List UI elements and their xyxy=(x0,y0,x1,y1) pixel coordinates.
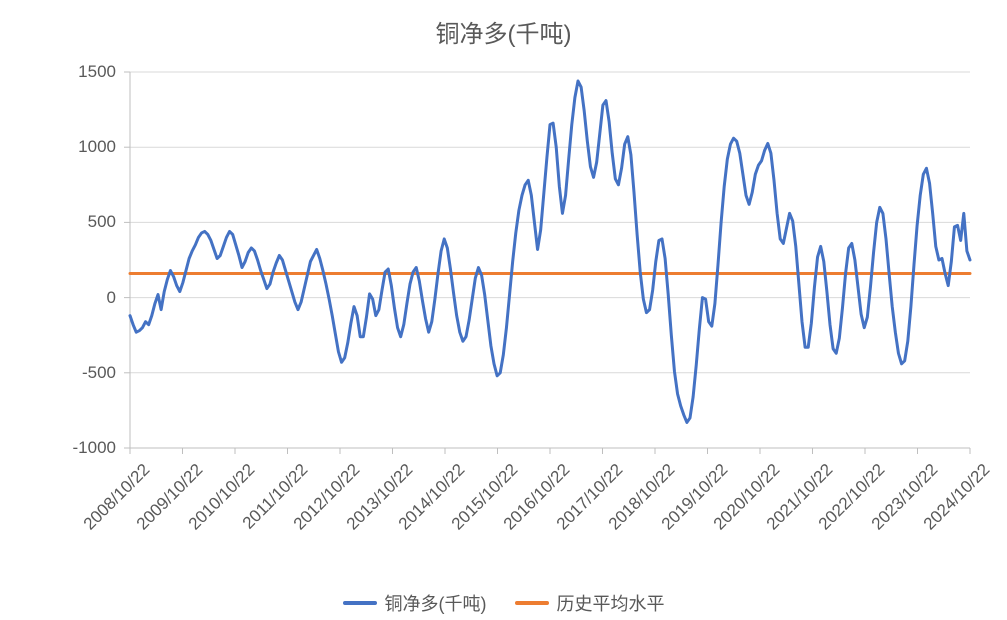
y-tick-label: -1000 xyxy=(73,438,116,458)
legend-label-1: 铜净多(千吨) xyxy=(385,590,487,616)
legend: 铜净多(千吨) 历史平均水平 xyxy=(343,590,665,616)
legend-item-series-1: 铜净多(千吨) xyxy=(343,590,487,616)
legend-label-2: 历史平均水平 xyxy=(557,590,665,616)
legend-swatch-1 xyxy=(343,601,377,605)
y-tick-label: 500 xyxy=(88,212,116,232)
x-axis-labels: 2008/10/222009/10/222010/10/222011/10/22… xyxy=(130,460,970,590)
legend-swatch-2 xyxy=(515,601,549,605)
chart-container: 铜净多(千吨) -1000 -500 0 500 1000 1500 2008/10/22… xyxy=(0,0,1007,620)
legend-item-series-2: 历史平均水平 xyxy=(515,590,665,616)
y-tick-label: 1000 xyxy=(78,137,116,157)
plot-area xyxy=(130,72,970,448)
y-tick-label: 0 xyxy=(107,288,116,308)
chart-title: 铜净多(千吨) xyxy=(0,14,1007,49)
y-tick-label: -500 xyxy=(82,363,116,383)
y-axis-labels: -1000-500050010001500 xyxy=(0,72,116,448)
y-tick-label: 1500 xyxy=(78,62,116,82)
